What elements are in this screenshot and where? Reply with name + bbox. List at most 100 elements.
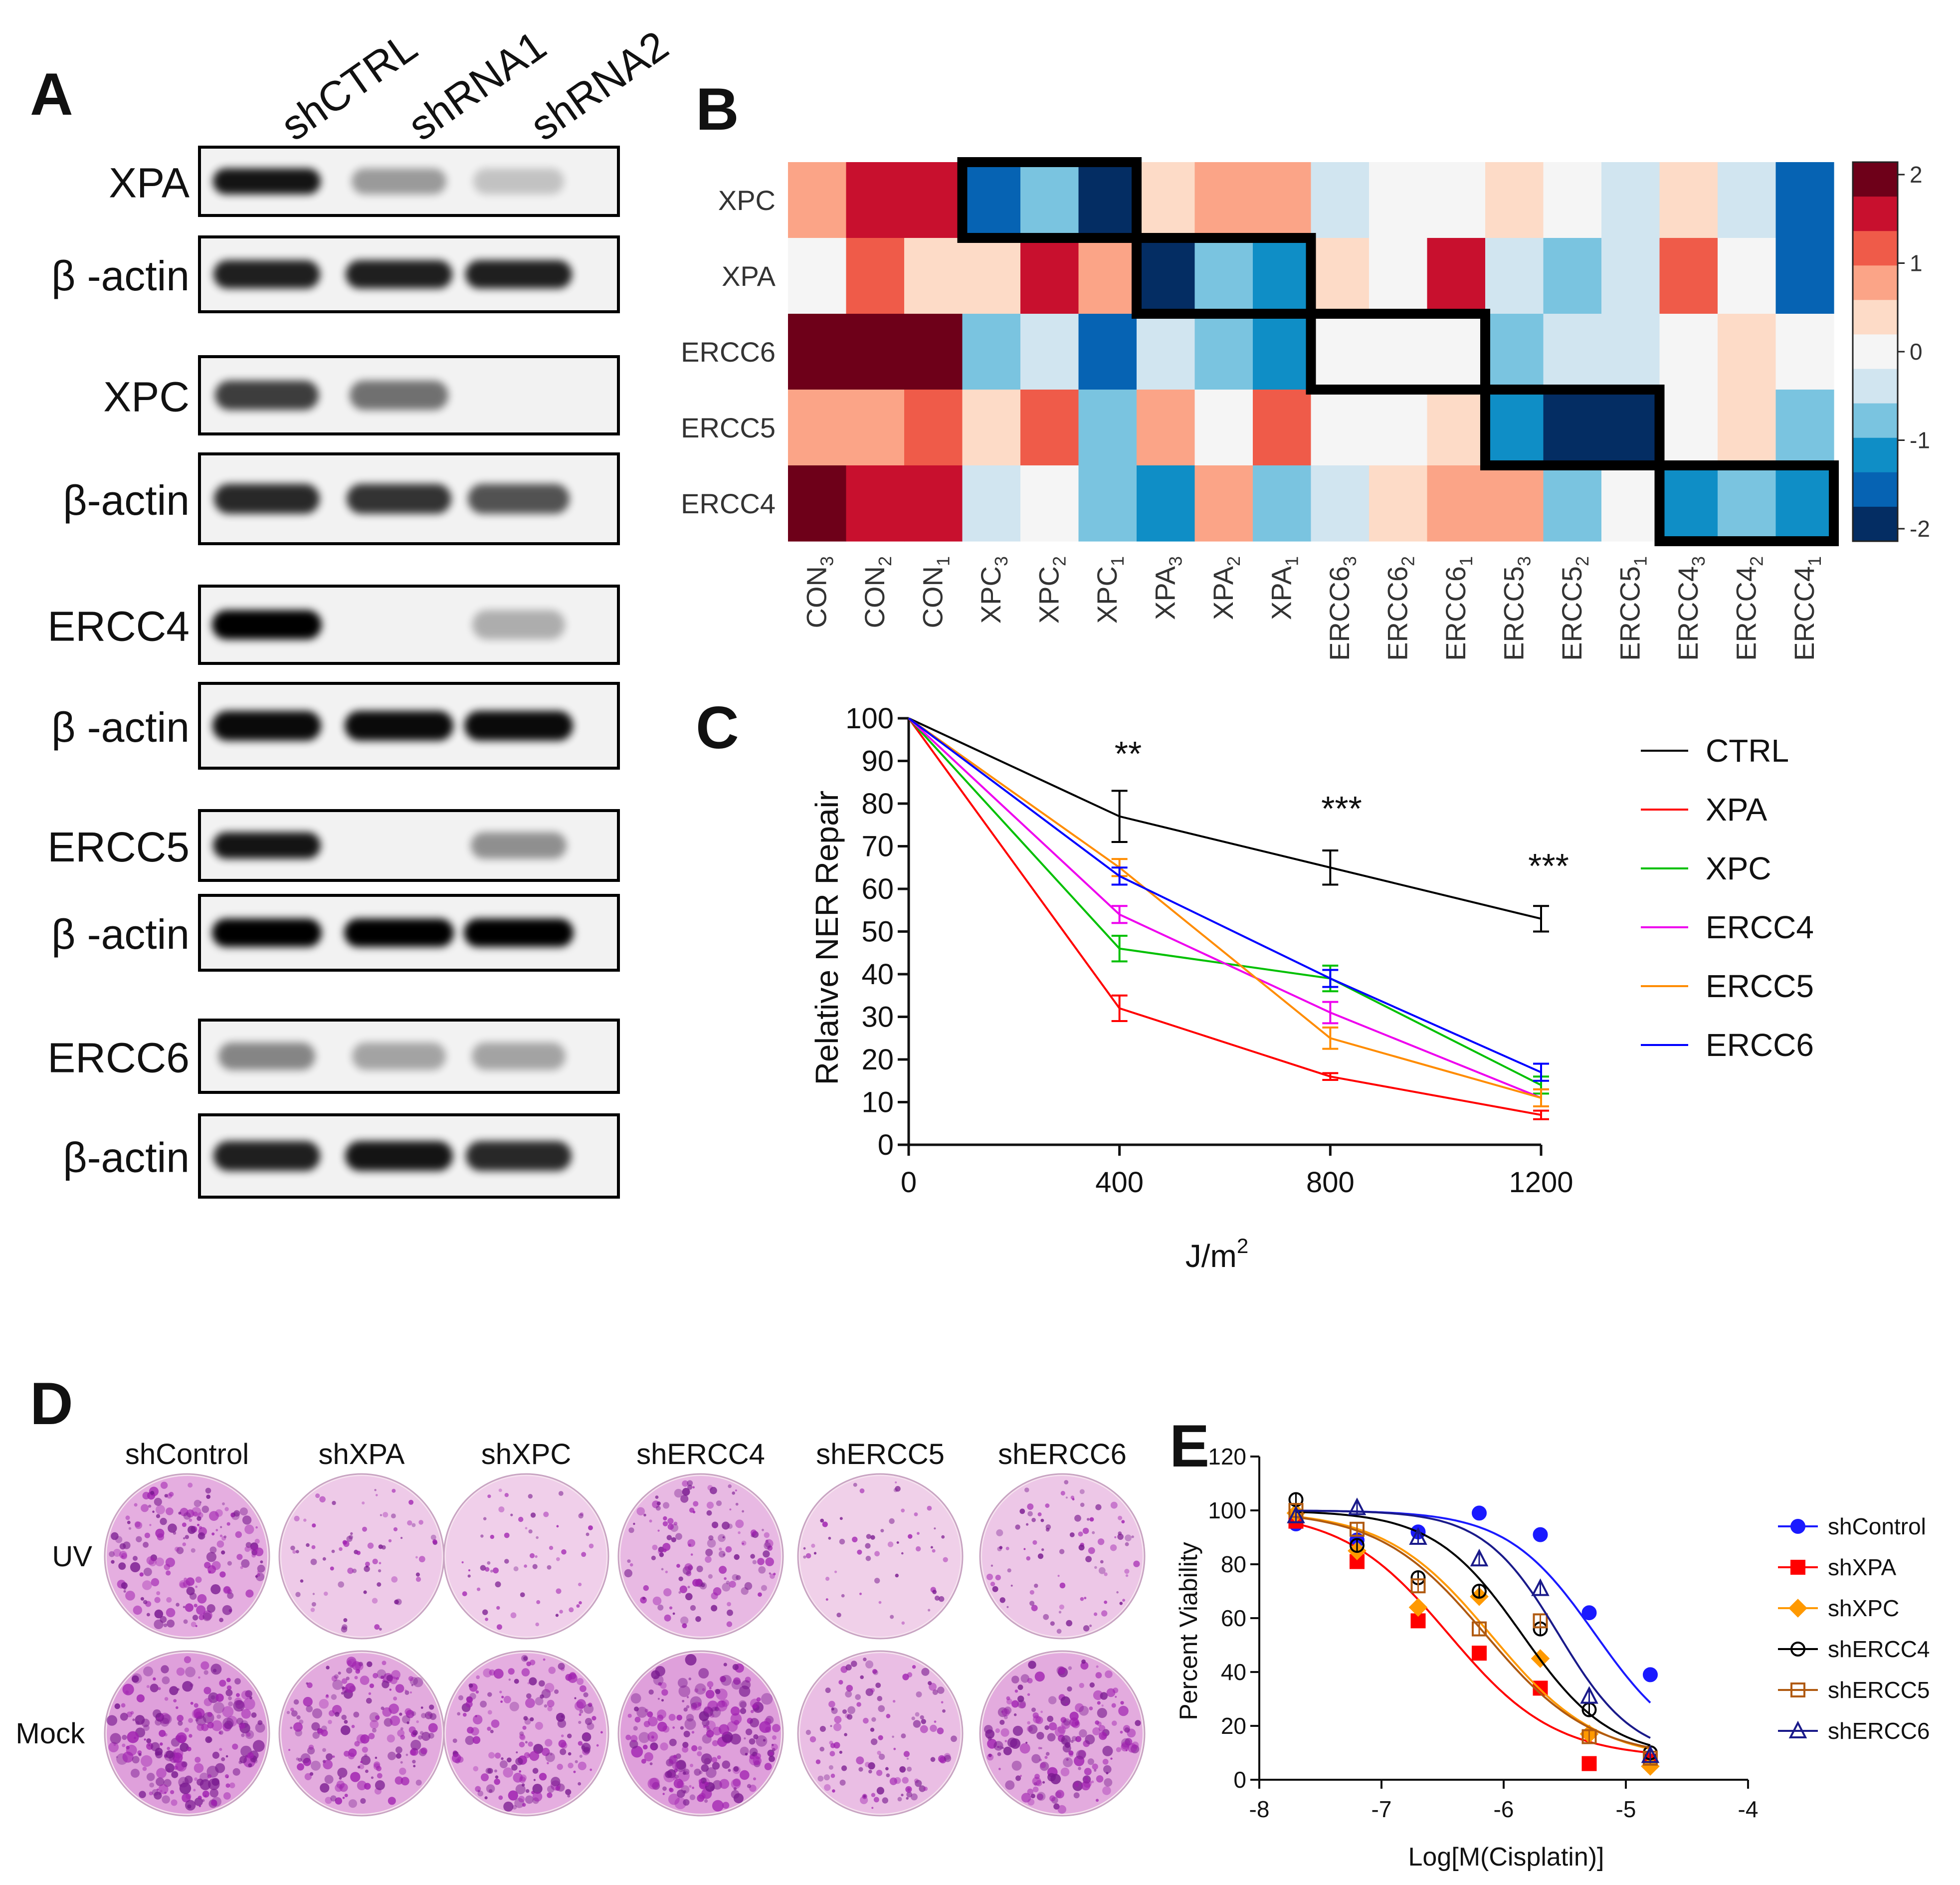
colony [630, 1693, 641, 1704]
colony [1092, 1531, 1095, 1534]
colony [655, 1666, 665, 1676]
band-lane-2 [345, 711, 453, 741]
chart-c-xtick-label: 800 [1306, 1166, 1355, 1199]
colony [113, 1549, 121, 1557]
colony [1034, 1774, 1040, 1779]
colony [694, 1768, 701, 1776]
colony [152, 1510, 155, 1513]
colony [499, 1690, 502, 1693]
plate-dish [979, 1473, 1146, 1640]
colony [554, 1689, 559, 1694]
colony [839, 1517, 843, 1520]
colorbar-tick-label: -1 [1910, 427, 1930, 453]
plate-row-label-uv: UV [52, 1540, 92, 1573]
colony [156, 1788, 159, 1791]
heatmap-cell [904, 465, 963, 542]
heatmap-cell [788, 465, 847, 542]
colony [1049, 1795, 1056, 1802]
colony [669, 1606, 673, 1610]
colony [731, 1790, 740, 1799]
colony [399, 1767, 406, 1775]
heatmap-cell [1485, 238, 1544, 314]
colony [673, 1777, 677, 1781]
data-point [1531, 1578, 1550, 1596]
heatmap-cell [1253, 390, 1312, 466]
colony [167, 1493, 172, 1499]
heatmap-col-label-sub: 3 [991, 556, 1011, 566]
colony [627, 1713, 632, 1718]
colony [917, 1532, 920, 1535]
heatmap-cell [1311, 238, 1370, 314]
colony [875, 1682, 881, 1688]
blot-actin-3: β-actin [63, 452, 620, 545]
colony [183, 1619, 188, 1624]
blot-ercc4-4: ERCC4 [47, 585, 620, 665]
heatmap-col-label-base: CON [800, 566, 832, 628]
colony [655, 1495, 659, 1499]
colony [203, 1686, 211, 1694]
colony [686, 1696, 689, 1698]
colony [207, 1712, 212, 1717]
legend-marker-shcontrol [1790, 1519, 1805, 1534]
colony [698, 1668, 709, 1678]
colony [528, 1741, 533, 1747]
heatmap-cell [1601, 162, 1660, 238]
colony [312, 1731, 320, 1739]
colony [309, 1772, 314, 1776]
colony [591, 1716, 596, 1721]
colony [473, 1766, 479, 1772]
colony [366, 1697, 372, 1704]
colony [600, 1731, 603, 1734]
colony [578, 1741, 583, 1746]
blot-label: β-actin [63, 1134, 190, 1181]
colony [174, 1765, 178, 1770]
colony [420, 1706, 423, 1709]
colony [188, 1718, 193, 1723]
colony [1125, 1574, 1129, 1577]
colony [223, 1586, 231, 1594]
colony [1015, 1524, 1020, 1530]
colony [213, 1702, 225, 1714]
colony [652, 1782, 660, 1790]
heatmap-cell [1137, 314, 1195, 390]
series-shercc5 [1288, 1503, 1658, 1766]
colony [684, 1718, 696, 1730]
chart-c-ytick-label: 20 [861, 1044, 894, 1076]
heatmap-cell [1311, 390, 1370, 466]
colony [527, 1753, 530, 1757]
colony [290, 1707, 294, 1712]
heatmap-cell [1194, 314, 1253, 390]
colony [389, 1703, 399, 1714]
colony [379, 1562, 382, 1565]
plate-shercc5-mock [797, 1650, 964, 1817]
legend-label-ercc6: ERCC6 [1706, 1027, 1814, 1063]
colony [324, 1775, 334, 1784]
colony [529, 1553, 535, 1558]
colony [641, 1759, 646, 1764]
colony [1098, 1725, 1106, 1732]
colony [856, 1702, 861, 1707]
colony [1097, 1538, 1105, 1545]
colony [586, 1532, 589, 1536]
colony [942, 1709, 946, 1713]
colony [199, 1501, 202, 1503]
colony [524, 1564, 527, 1568]
heatmap-col-label-sub: 3 [1514, 556, 1534, 566]
colony [680, 1616, 689, 1625]
colony [405, 1753, 408, 1756]
colony [1059, 1582, 1066, 1589]
colony [343, 1618, 348, 1622]
colony [682, 1480, 689, 1487]
colony [306, 1682, 309, 1685]
colony [196, 1516, 201, 1521]
colony [421, 1731, 431, 1741]
colony [194, 1777, 198, 1781]
colony [526, 1693, 532, 1699]
colony [588, 1543, 594, 1549]
heatmap-col-label: XPA3 [1149, 556, 1185, 620]
colony [194, 1703, 198, 1708]
colony [187, 1746, 192, 1751]
colony [1096, 1665, 1099, 1668]
colony [828, 1536, 831, 1540]
colony [225, 1774, 229, 1778]
